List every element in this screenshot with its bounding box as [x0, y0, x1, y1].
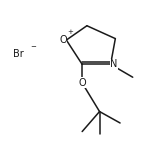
Text: O: O — [59, 35, 67, 45]
Text: +: + — [67, 29, 73, 35]
Text: Br: Br — [13, 49, 23, 59]
Text: O: O — [78, 78, 86, 88]
Text: −: − — [30, 44, 36, 50]
Text: N: N — [110, 59, 117, 69]
